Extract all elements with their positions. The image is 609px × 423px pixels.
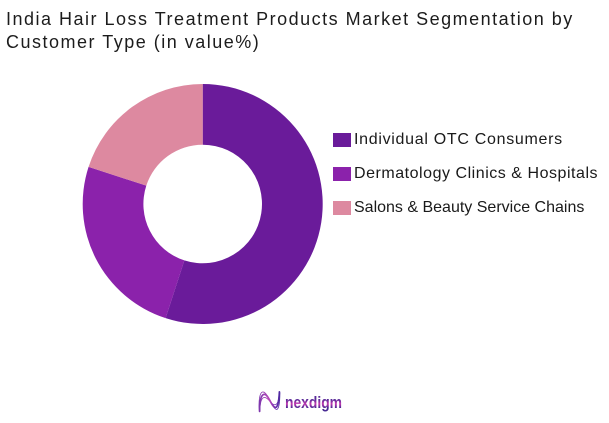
svg-text:nexdigm: nexdigm xyxy=(285,393,342,412)
